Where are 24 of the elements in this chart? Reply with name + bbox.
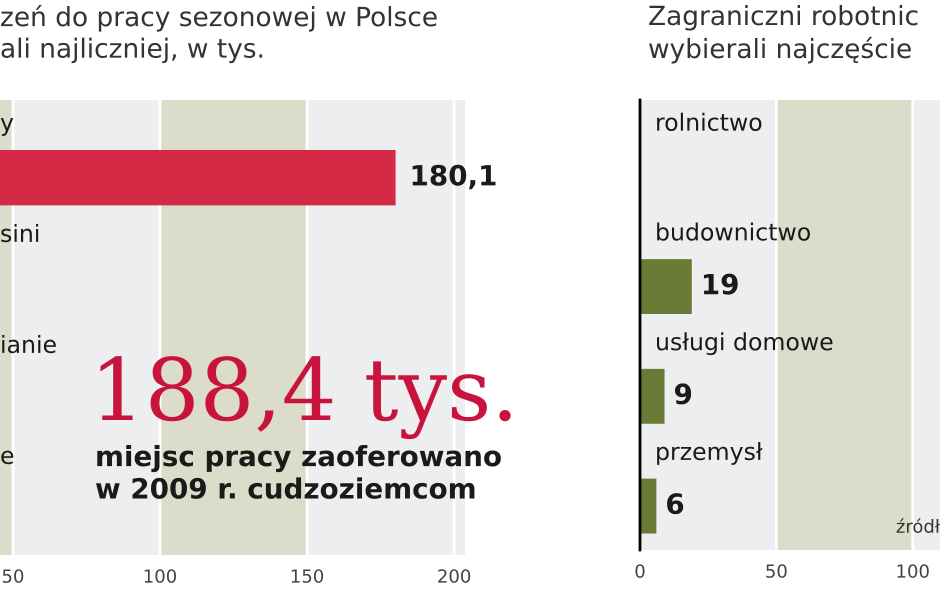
y-tick-label: sini xyxy=(1,224,38,242)
x-tick-label: 150 xyxy=(292,569,324,583)
chart-title: Zagraniczni robotnic wybierali najczęście xyxy=(649,5,918,64)
annotation: 188,4 tys. xyxy=(100,356,511,440)
x-tick-label: 200 xyxy=(438,569,470,583)
annotation: miejsc pracy zaoferowano w 2009 r. cudzoziemcom xyxy=(96,445,501,499)
x-tick-label: 0 xyxy=(635,564,645,578)
y-tick-label: przemysł xyxy=(657,442,763,465)
y-tick-label: budownictwo xyxy=(657,222,810,241)
x-tick-label: 50 xyxy=(766,564,787,578)
y-tick-label: ianie xyxy=(2,334,56,354)
x-tick-label: 100 xyxy=(897,564,929,578)
x-tick-label: 50 xyxy=(2,569,24,583)
data-label: 180,1 xyxy=(412,164,496,190)
data-label: 19 xyxy=(704,274,738,295)
data-label: 9 xyxy=(674,383,692,404)
chart-title: zeń do pracy sezonowej w Polsce ali najliczniej, w tys. xyxy=(1,5,437,64)
x-tick-label: 100 xyxy=(144,569,176,583)
data-label: 6 xyxy=(667,493,684,514)
annotation: źródł xyxy=(896,518,940,533)
y-tick-label: e xyxy=(1,450,14,464)
y-tick-label: rolnictwo xyxy=(657,112,762,131)
y-tick-label: y xyxy=(0,118,14,136)
y-tick-label: usługi domowe xyxy=(657,332,832,356)
